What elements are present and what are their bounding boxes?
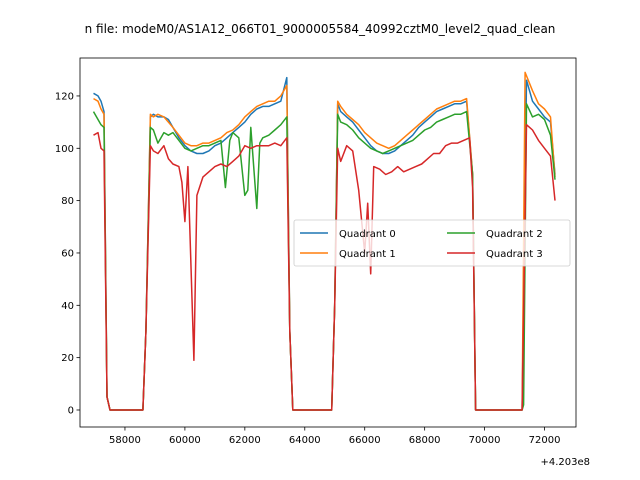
y-tick-label: 0	[68, 405, 74, 416]
chart-title: n file: modeM0/AS1A12_066T01_9000005584_…	[85, 22, 556, 36]
x-tick-label: 60000	[169, 435, 201, 446]
legend-label: Quadrant 0	[339, 229, 396, 240]
x-tick-label: 72000	[529, 435, 561, 446]
legend: Quadrant 0 Quadrant 1 Quadrant 2 Quadrant 3	[293, 219, 571, 267]
x-tick-label: 70000	[469, 435, 501, 446]
legend-box	[293, 219, 571, 267]
legend-entry: Quadrant 2	[447, 229, 543, 240]
y-axis: 0 20 40 60 80 100 120	[55, 91, 80, 416]
legend-label: Quadrant 3	[486, 249, 543, 260]
y-tick-label: 40	[61, 301, 74, 312]
y-tick-label: 80	[61, 196, 74, 207]
x-tick-label: 68000	[409, 435, 441, 446]
legend-entry: Quadrant 0	[300, 229, 396, 240]
x-tick-label: 64000	[289, 435, 321, 446]
y-tick-label: 120	[55, 91, 74, 102]
legend-label: Quadrant 2	[486, 229, 543, 240]
series-line-quadrant-3	[93, 123, 556, 411]
x-axis: 58000 60000 62000 64000 66000 68000 70000 72000	[109, 427, 560, 446]
legend-entry: Quadrant 3	[447, 249, 543, 260]
x-tick-label: 66000	[349, 435, 381, 446]
x-tick-label: 58000	[109, 435, 141, 446]
y-tick-label: 20	[61, 353, 74, 364]
legend-label: Quadrant 1	[339, 249, 396, 260]
x-tick-label: 62000	[229, 435, 261, 446]
y-tick-label: 60	[61, 248, 74, 259]
legend-entry: Quadrant 1	[300, 249, 396, 260]
x-offset-label: +4.203e8	[540, 457, 590, 468]
plot-frame	[79, 57, 577, 428]
y-tick-label: 100	[55, 144, 74, 155]
plot-lines	[92, 71, 556, 411]
